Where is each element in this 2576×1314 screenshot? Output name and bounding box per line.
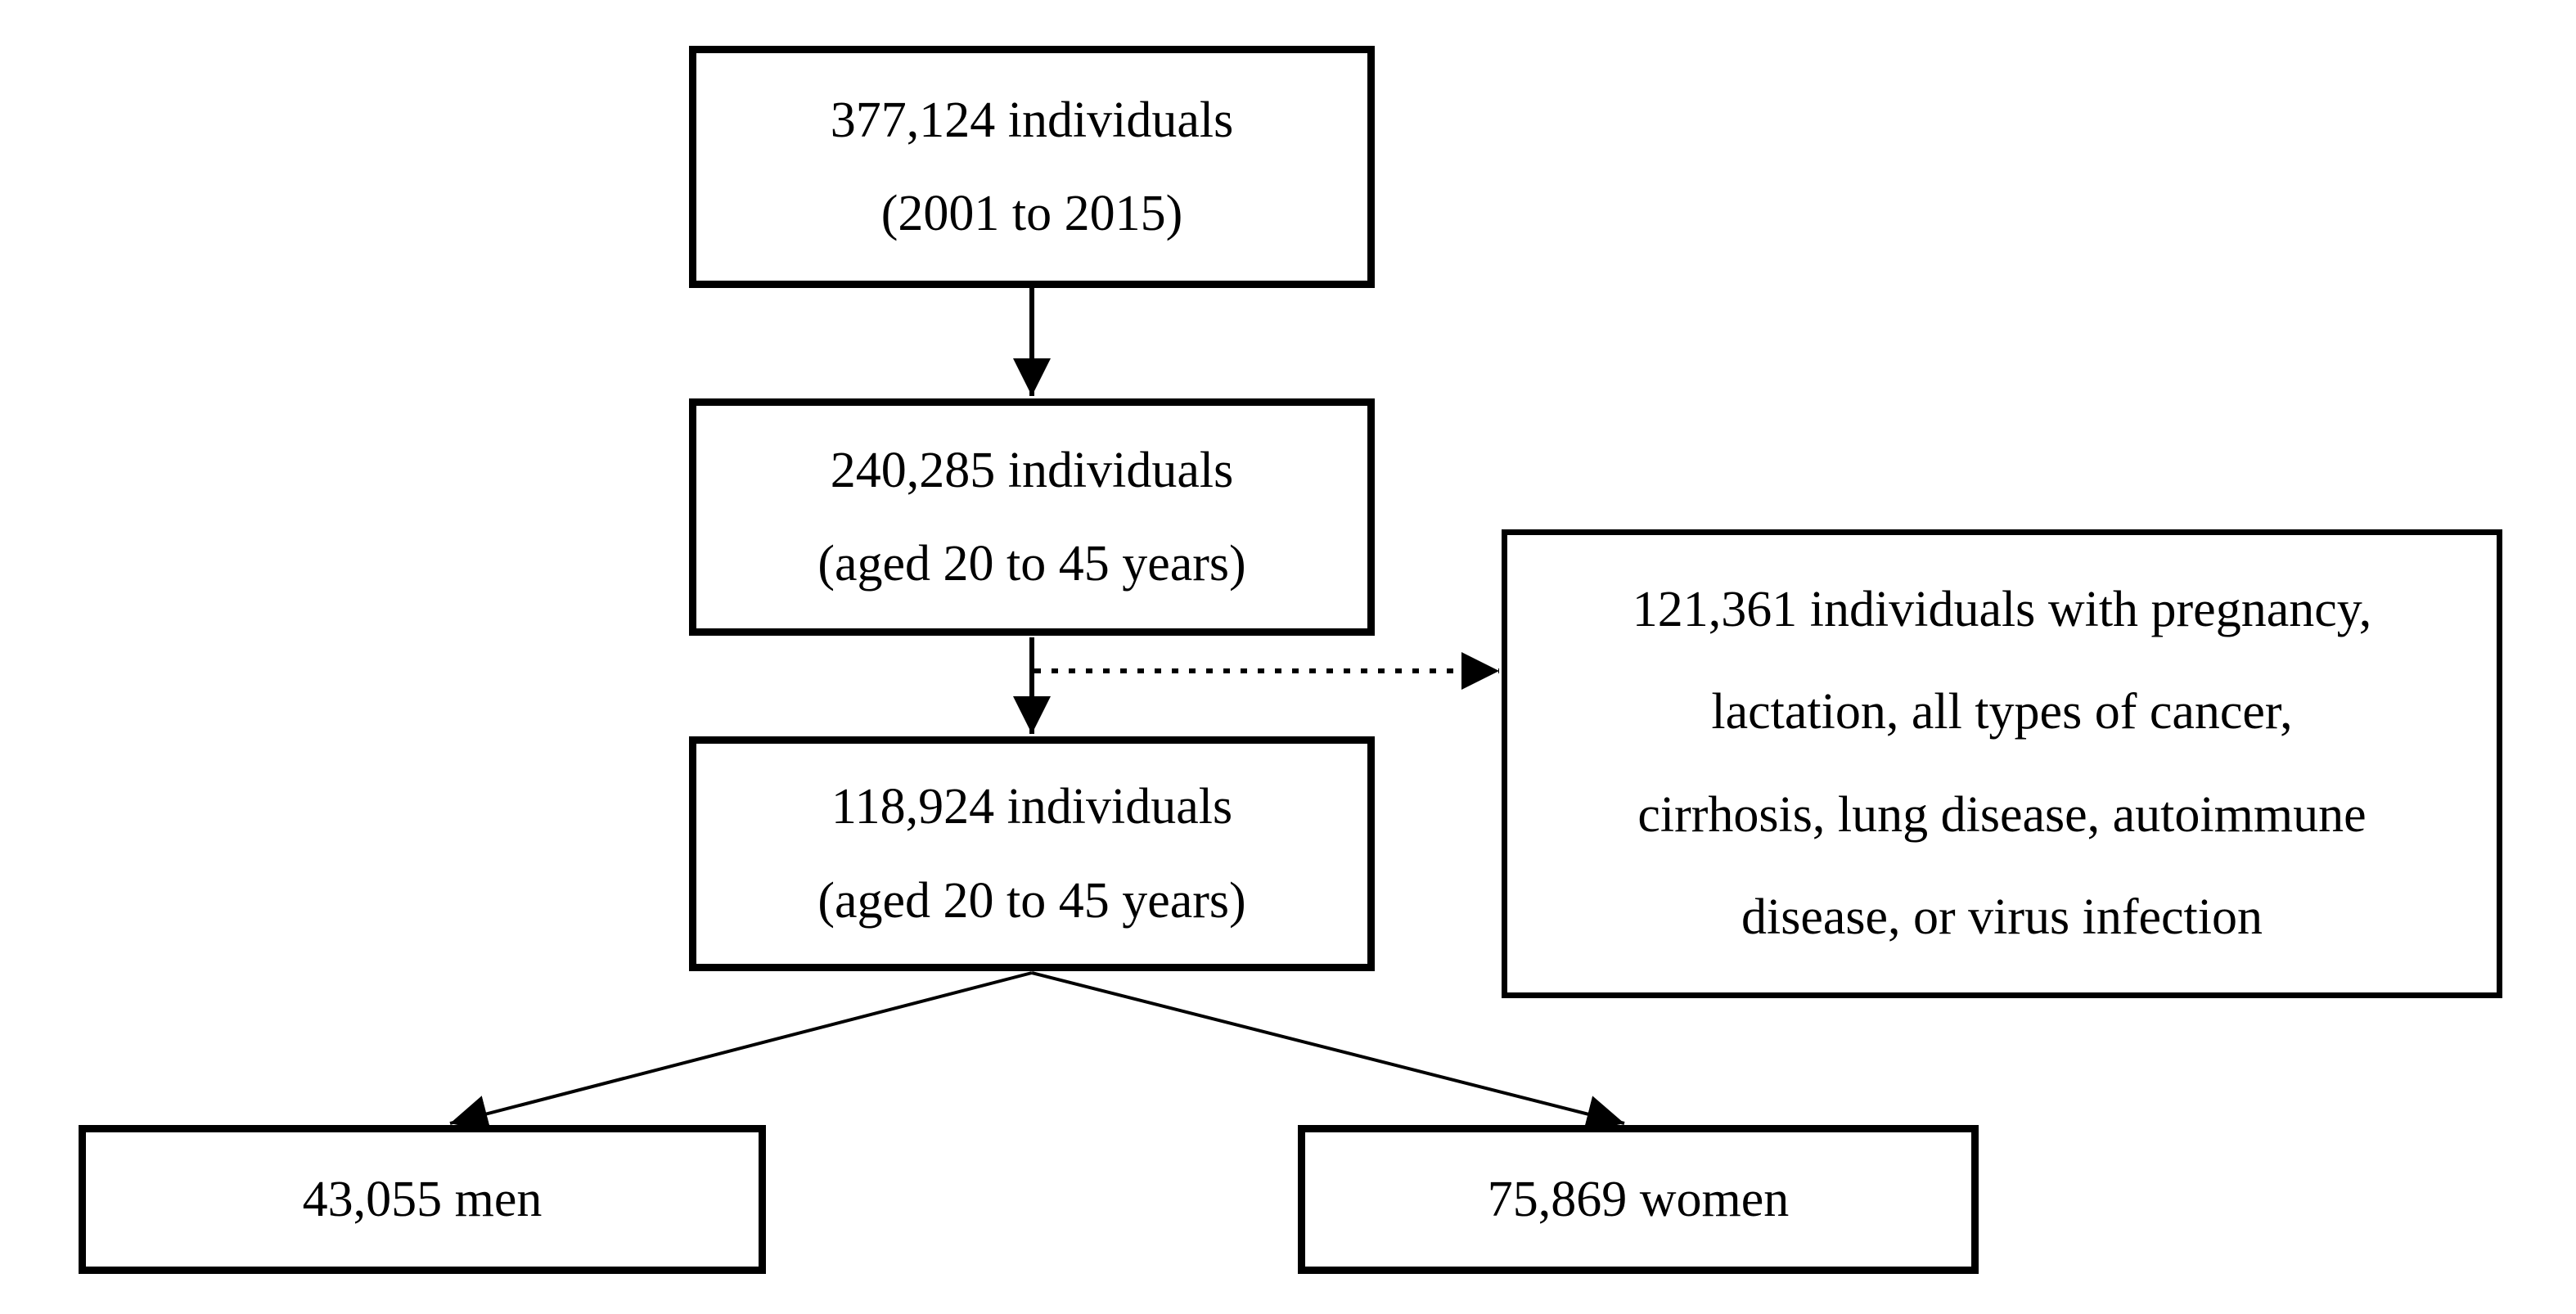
arrow-final-to-men-icon	[449, 971, 1033, 1132]
box-excluded-line-1: 121,361 individuals with pregnancy,	[1632, 582, 2372, 638]
box-total-line-2: (2001 to 2015)	[880, 186, 1183, 241]
box-women: 75,869 women	[1298, 1125, 1979, 1274]
box-age-line-1: 240,285 individuals	[830, 442, 1234, 498]
box-final-cohort: 118,924 individuals (aged 20 to 45 years…	[689, 736, 1375, 971]
box-excluded-line-3: cirrhosis, lung disease, autoimmune	[1637, 786, 2367, 843]
box-excluded-individuals: 121,361 individuals with pregnancy, lact…	[1502, 529, 2502, 998]
box-total-individuals: 377,124 individuals (2001 to 2015)	[689, 46, 1375, 288]
box-men: 43,055 men	[79, 1125, 766, 1274]
box-women-line-1: 75,869 women	[1487, 1171, 1790, 1227]
box-final-line-2: (aged 20 to 45 years)	[817, 872, 1246, 929]
arrow-final-to-women-icon	[1031, 971, 1625, 1132]
box-excluded-line-2: lactation, all types of cancer,	[1711, 684, 2293, 740]
box-total-line-1: 377,124 individuals	[830, 92, 1234, 148]
box-excluded-line-4: disease, or virus infection	[1741, 889, 2263, 945]
box-final-line-1: 118,924 individuals	[831, 779, 1233, 835]
box-men-line-1: 43,055 men	[302, 1171, 543, 1227]
box-age-line-2: (aged 20 to 45 years)	[817, 536, 1246, 592]
box-age-filtered-individuals: 240,285 individuals (aged 20 to 45 years…	[689, 398, 1375, 636]
